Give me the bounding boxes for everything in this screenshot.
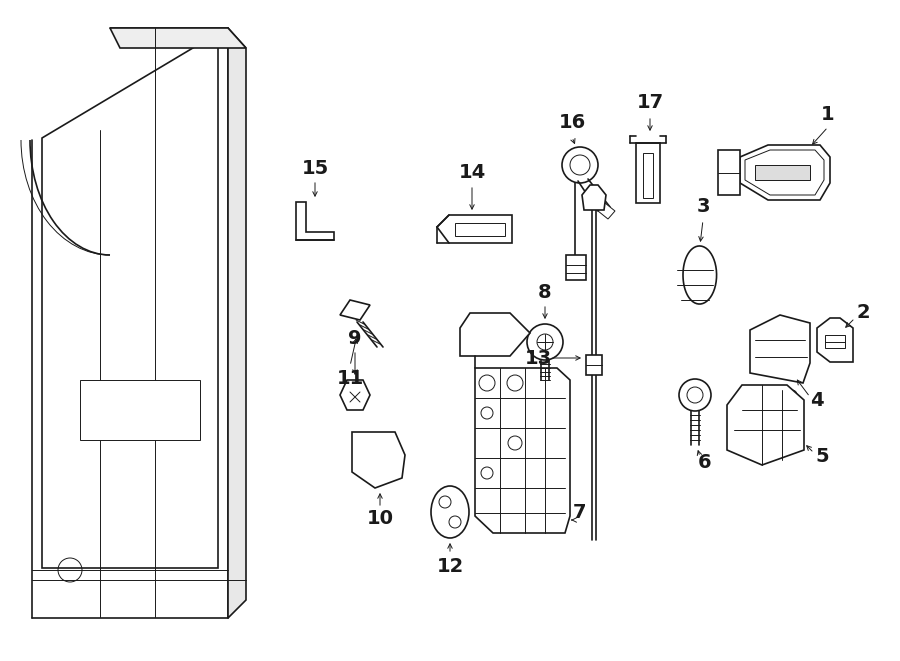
Polygon shape (228, 28, 246, 618)
Text: 16: 16 (558, 114, 586, 132)
Polygon shape (352, 432, 405, 488)
Text: 14: 14 (458, 163, 486, 182)
Text: 10: 10 (366, 508, 393, 527)
Polygon shape (745, 150, 824, 195)
Polygon shape (683, 246, 716, 304)
Text: 3: 3 (697, 198, 710, 217)
Polygon shape (636, 143, 660, 203)
Polygon shape (582, 185, 606, 210)
Polygon shape (718, 150, 740, 195)
Polygon shape (455, 223, 505, 236)
Text: 1: 1 (821, 106, 835, 124)
Text: 6: 6 (698, 453, 712, 473)
Polygon shape (825, 335, 845, 348)
Polygon shape (437, 215, 512, 243)
Polygon shape (475, 368, 570, 533)
Polygon shape (110, 28, 246, 48)
Ellipse shape (431, 486, 469, 538)
Text: 2: 2 (856, 303, 869, 321)
Text: 5: 5 (815, 447, 829, 467)
Polygon shape (643, 153, 653, 198)
Text: 12: 12 (436, 557, 464, 576)
Polygon shape (460, 313, 530, 356)
Text: 8: 8 (538, 282, 552, 301)
Text: 9: 9 (348, 329, 362, 348)
Text: 11: 11 (337, 368, 364, 387)
Polygon shape (340, 300, 370, 320)
Polygon shape (817, 318, 853, 362)
Polygon shape (740, 145, 830, 200)
Polygon shape (42, 33, 218, 568)
Text: 17: 17 (636, 93, 663, 112)
Text: 4: 4 (810, 391, 824, 410)
Text: 15: 15 (302, 159, 328, 178)
Polygon shape (750, 315, 810, 383)
Text: 7: 7 (573, 504, 587, 522)
Polygon shape (80, 380, 200, 440)
Polygon shape (586, 355, 602, 375)
Polygon shape (727, 385, 804, 465)
Polygon shape (340, 380, 370, 410)
Polygon shape (566, 255, 586, 280)
Text: 13: 13 (525, 348, 552, 368)
Polygon shape (755, 165, 810, 180)
Polygon shape (296, 202, 334, 240)
Polygon shape (598, 203, 615, 219)
